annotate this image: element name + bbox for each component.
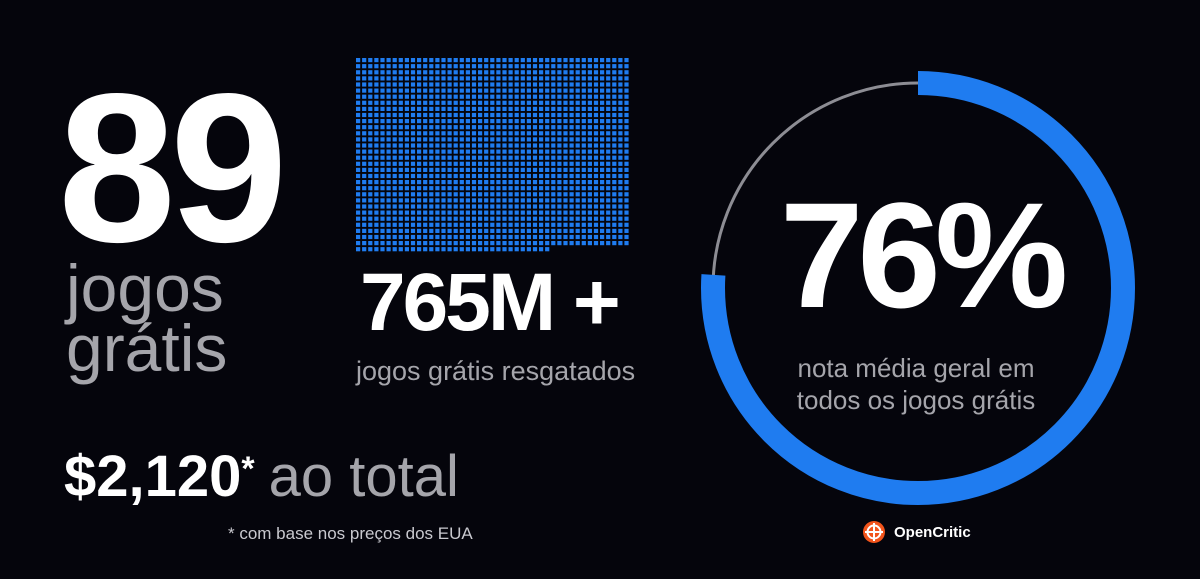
score-ring <box>701 71 1135 505</box>
claimed-value: 765M + <box>360 257 621 348</box>
score-ring-arc <box>701 71 1135 505</box>
score-label-line1: nota média geral em <box>797 353 1035 383</box>
opencritic-logo-icon <box>863 521 885 543</box>
total-text: ao total <box>268 444 459 509</box>
brand-name: OpenCritic <box>894 523 971 541</box>
score-label: nota média geral em todos os jogos gráti… <box>780 352 1052 416</box>
games-label: jogos grátis <box>66 251 228 385</box>
price-footnote: * com base nos preços dos EUA <box>228 524 473 543</box>
games-count: 89 <box>58 49 288 286</box>
claimed-games-dot-grid <box>356 58 629 252</box>
score-label-line2: todos os jogos grátis <box>796 385 1036 415</box>
average-score: 76% <box>780 171 1068 339</box>
total-value-line: $2,120* ao total <box>64 448 459 506</box>
total-asterisk: * <box>241 450 255 488</box>
claimed-label: jogos grátis resgatados <box>356 356 636 386</box>
opencritic-brand: OpenCritic <box>862 520 971 544</box>
games-label-line1: jogos <box>66 251 224 325</box>
total-value: $2,120 <box>64 444 242 509</box>
games-label-line2: grátis <box>66 311 228 385</box>
